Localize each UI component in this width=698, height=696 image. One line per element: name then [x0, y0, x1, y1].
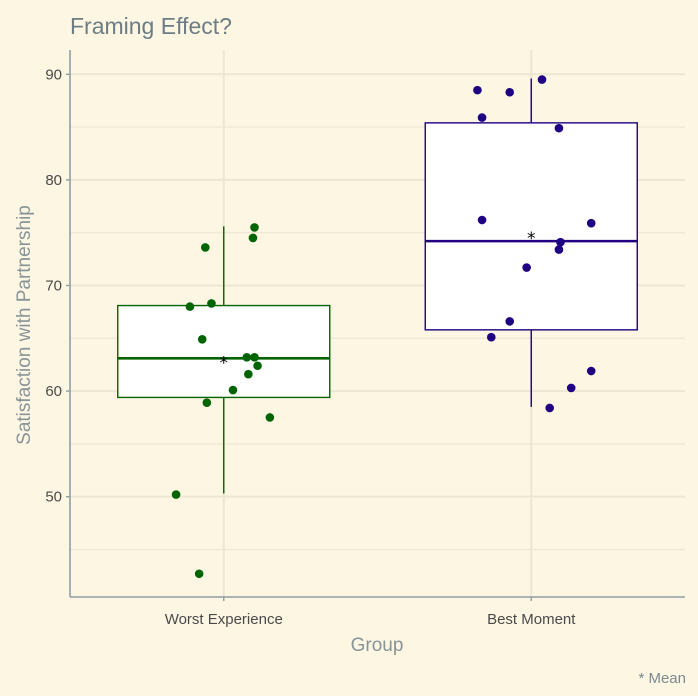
- mean-marker: *: [220, 353, 229, 373]
- boxplots: [117, 78, 638, 494]
- chart-title: Framing Effect?: [70, 13, 232, 39]
- box-body: [117, 304, 331, 399]
- data-point: [537, 75, 547, 84]
- data-point: [477, 113, 487, 122]
- y-tick-label: 70: [45, 277, 62, 294]
- data-points: **: [171, 75, 596, 579]
- data-point: [201, 243, 210, 252]
- data-point: [473, 85, 482, 95]
- data-point: [545, 403, 554, 413]
- data-point: [171, 490, 181, 499]
- data-point: [253, 361, 262, 371]
- data-point: [505, 317, 515, 326]
- y-axis-title: Satisfaction with Partnership: [14, 205, 35, 445]
- data-point: [554, 245, 564, 254]
- data-point: [477, 215, 487, 225]
- data-point: [586, 366, 596, 376]
- data-point: [207, 299, 216, 308]
- data-point: [586, 218, 596, 228]
- tick-labels: 50 60 70 80 90 Worst Experience Best Moment: [45, 66, 576, 628]
- box-body: [424, 122, 638, 331]
- y-tick-label: 90: [45, 66, 62, 83]
- data-point: [554, 123, 564, 133]
- data-point: [522, 263, 531, 272]
- data-point: [185, 302, 195, 311]
- data-point: [250, 223, 259, 232]
- x-axis-title: Group: [351, 635, 404, 656]
- data-point: [248, 233, 258, 243]
- data-point: [265, 413, 275, 422]
- axes: [66, 50, 685, 601]
- data-point: [486, 332, 496, 342]
- y-tick-label: 60: [45, 383, 62, 400]
- data-point: [197, 335, 207, 344]
- data-point: [244, 369, 253, 379]
- data-point: [566, 383, 576, 393]
- mean-marker: *: [527, 229, 536, 249]
- data-point: [194, 569, 204, 579]
- chart-caption: * Mean: [638, 670, 686, 687]
- data-point: [202, 398, 212, 407]
- data-point: [242, 352, 252, 362]
- y-tick-label: 50: [45, 489, 62, 506]
- data-point: [250, 352, 259, 362]
- y-tick-label: 80: [45, 172, 62, 189]
- data-point: [505, 87, 515, 97]
- data-point: [228, 385, 238, 395]
- data-point: [556, 237, 565, 247]
- x-tick-label: Best Moment: [487, 611, 576, 628]
- x-tick-label: Worst Experience: [165, 611, 283, 628]
